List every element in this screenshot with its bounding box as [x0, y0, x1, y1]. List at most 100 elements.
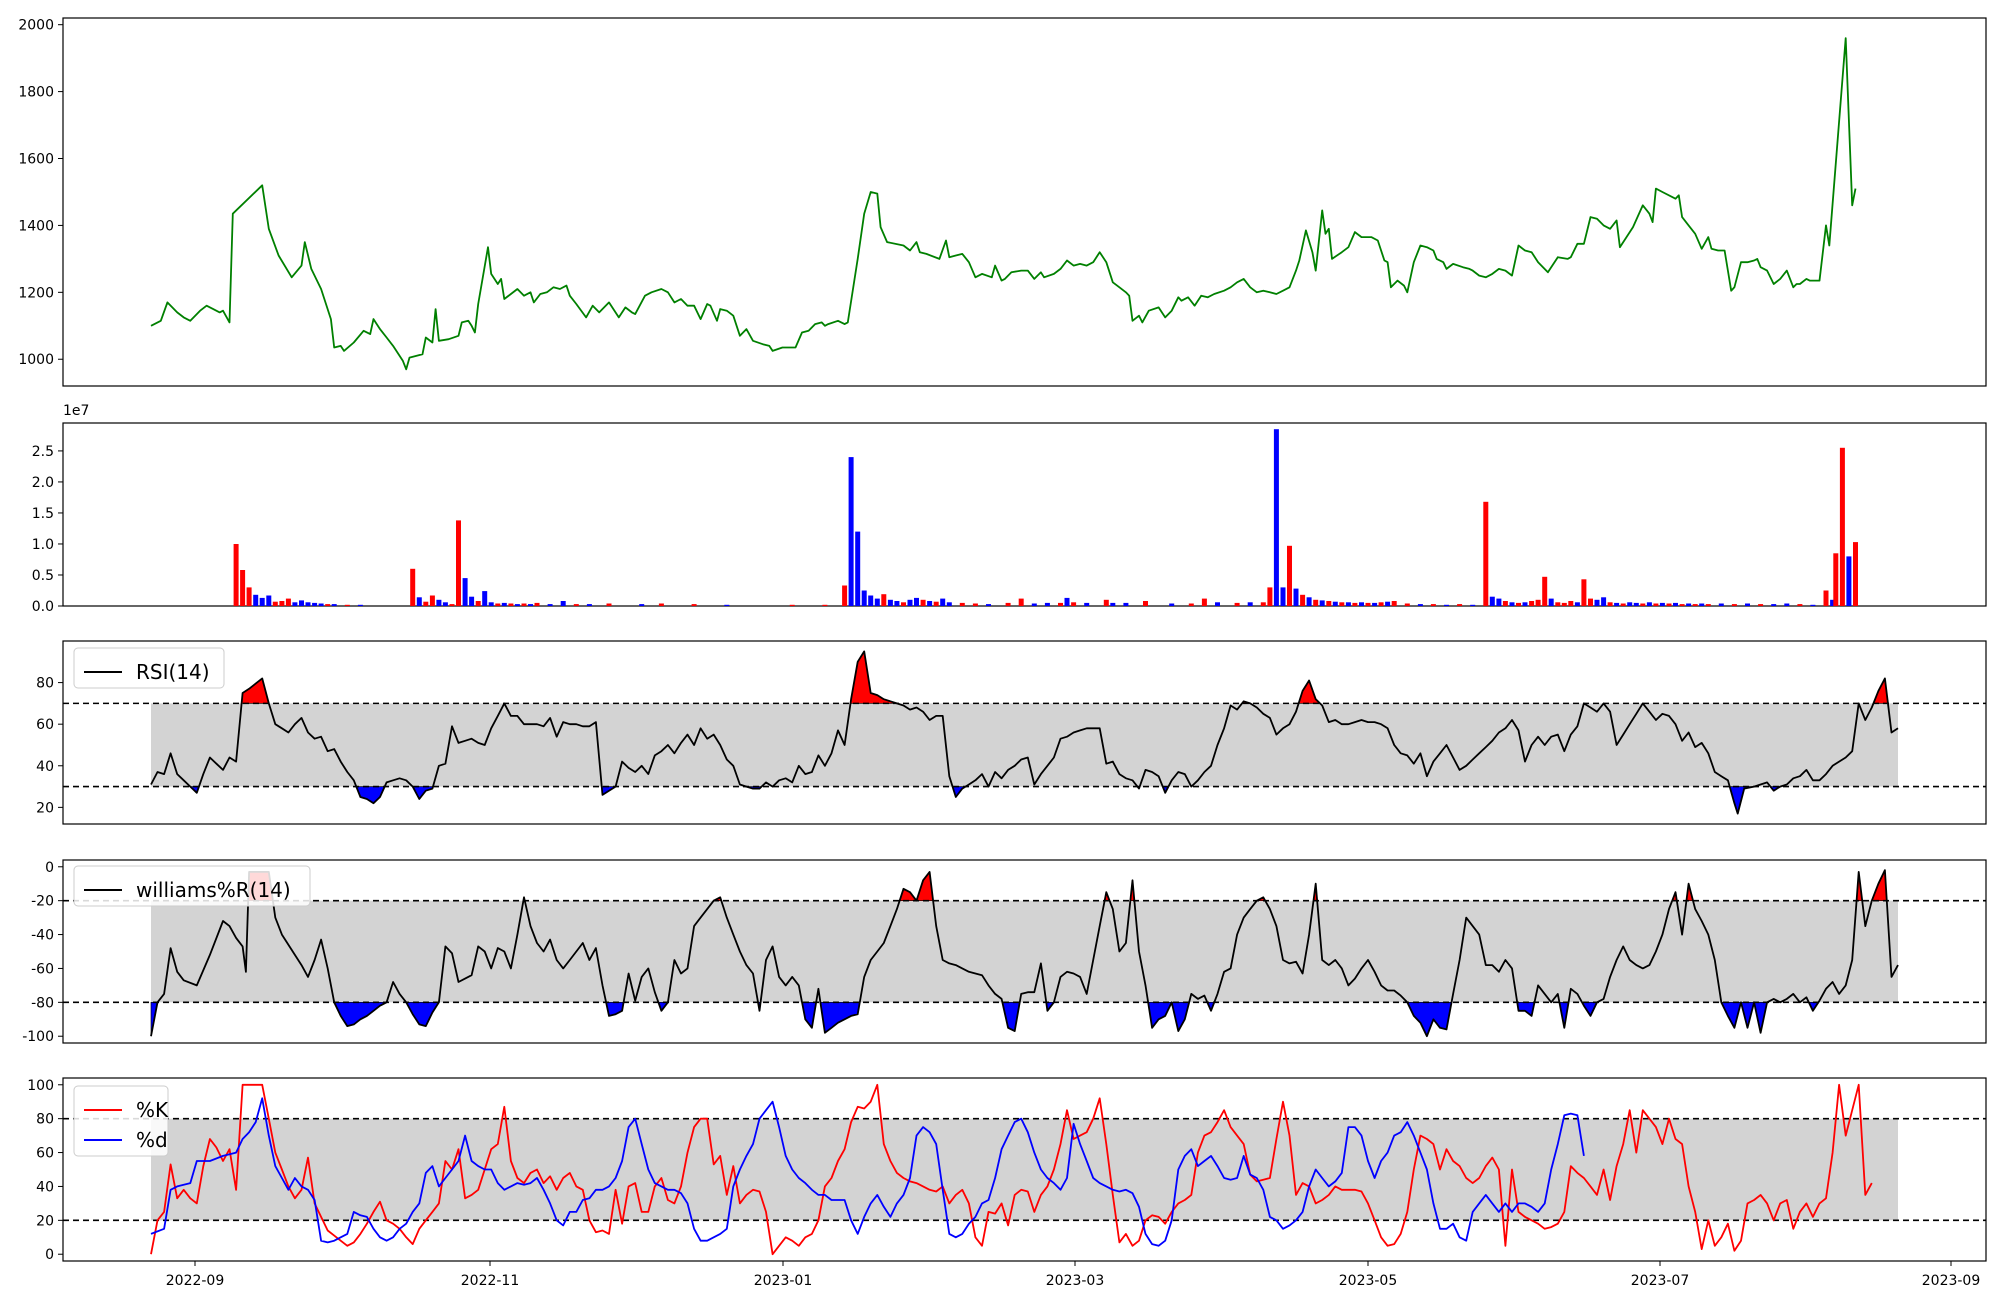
volume-bar — [972, 603, 978, 606]
volume-bar — [1005, 602, 1011, 606]
volume-bar — [1548, 598, 1554, 606]
volume-bar — [325, 604, 331, 606]
volume-bar — [842, 585, 848, 606]
volume-bar — [1031, 603, 1037, 606]
volume-bar — [1326, 601, 1332, 606]
volume-bar — [914, 597, 919, 606]
volume-bar — [1561, 602, 1567, 606]
volume-bar — [658, 603, 664, 606]
rsi-legend-box — [73, 647, 225, 689]
williams-band — [151, 900, 1898, 1003]
volume-bar — [1378, 602, 1384, 606]
volume-bar — [1522, 602, 1528, 606]
volume-bar — [894, 601, 900, 606]
volume-bar — [1332, 601, 1338, 606]
volume-bar — [1359, 602, 1364, 606]
volume-bar — [1339, 602, 1345, 606]
volume-bar — [1372, 602, 1378, 606]
volume-bar — [1234, 602, 1240, 606]
volume-bar — [1620, 603, 1626, 606]
rsi-legend: RSI(14) — [73, 647, 225, 689]
x-tick-label: 2023-07 — [1631, 1273, 1690, 1289]
williams-legend: williams%R(14) — [73, 865, 311, 907]
stochastic-legend-box — [73, 1085, 169, 1157]
volume-bar — [1143, 601, 1148, 606]
price-panel-frame — [62, 17, 1987, 387]
volume-bar — [423, 601, 429, 606]
volume-bar — [1633, 602, 1639, 606]
price-line — [150, 37, 1857, 371]
volume-bar — [1810, 604, 1816, 606]
volume-bar — [1018, 598, 1024, 606]
volume-bar — [312, 602, 318, 606]
volume-bar — [1516, 602, 1521, 606]
volume-bar — [449, 604, 455, 606]
volume-bar — [874, 598, 880, 606]
volume-bar — [344, 604, 350, 606]
stochastic-ytick-label: 20 — [36, 1213, 54, 1229]
volume-bar — [318, 603, 324, 606]
volume-bar — [1588, 598, 1593, 606]
williams-panel-frame — [62, 859, 1987, 1044]
volume-bar — [959, 602, 965, 606]
volume-bar — [1123, 602, 1129, 606]
volume-bar — [1385, 601, 1391, 606]
volume-bar — [1568, 601, 1574, 606]
volume-bar — [1758, 604, 1764, 606]
rsi-overbought-fill — [850, 650, 897, 704]
volume-bar — [1352, 602, 1358, 606]
volume-bar — [1659, 602, 1665, 606]
stochastic-k-line — [150, 1083, 1873, 1256]
rsi-ytick-label: 60 — [36, 717, 54, 733]
volume-bar — [1692, 604, 1698, 606]
volume-bar — [1846, 556, 1852, 606]
volume-bar — [475, 601, 481, 606]
volume-bar — [861, 590, 867, 606]
volume-bar — [488, 602, 494, 606]
volume-bar — [1064, 597, 1070, 606]
volume-bar — [986, 604, 991, 606]
volume-bar — [887, 599, 893, 606]
volume-bar — [1731, 604, 1737, 606]
volume-bar — [1823, 590, 1829, 606]
stochastic-ytick-label: 0 — [45, 1247, 54, 1263]
volume-bar — [946, 602, 952, 606]
volume-ytick-label: 0.5 — [32, 568, 54, 584]
volume-bar — [1646, 602, 1652, 606]
volume-bar — [1300, 594, 1306, 606]
volume-bar — [1784, 603, 1790, 606]
volume-bar — [1718, 603, 1724, 606]
williams-legend-label: williams%R(14) — [136, 878, 291, 902]
rsi-ytick-label: 80 — [36, 676, 54, 692]
rsi-line — [150, 650, 1899, 815]
williams-ytick-label: 0 — [45, 860, 54, 876]
volume-bar — [469, 596, 475, 606]
volume-bar — [259, 597, 265, 606]
x-tick-label: 2023-03 — [1046, 1273, 1105, 1289]
williams-ytick-label: -60 — [31, 961, 54, 977]
stochastic-ytick-label: 60 — [36, 1146, 54, 1162]
volume-bar — [1542, 576, 1548, 606]
volume-bar — [1188, 603, 1194, 606]
volume-bar — [789, 604, 795, 606]
volume-bar — [1444, 604, 1449, 606]
volume-ytick-label: 1.5 — [32, 506, 54, 522]
stochastic-legend: %K %d — [73, 1085, 169, 1157]
volume-bar — [1084, 602, 1090, 606]
volume-bar — [639, 604, 645, 606]
x-tick-label: 2023-09 — [1922, 1273, 1981, 1289]
price-ytick-label: 2000 — [18, 18, 54, 34]
rsi-legend-label: RSI(14) — [136, 660, 210, 684]
williams-ytick-label: -20 — [31, 894, 54, 910]
volume-bar — [442, 602, 448, 606]
volume-bar — [1169, 603, 1175, 606]
volume-bar — [547, 604, 553, 606]
rsi-ytick-label: 40 — [36, 759, 54, 775]
rsi-panel-frame — [62, 640, 1987, 825]
price-ytick-label: 1800 — [18, 85, 54, 101]
volume-bar — [1293, 588, 1299, 606]
volume-bar — [1509, 602, 1515, 606]
volume-bar — [331, 604, 337, 606]
volume-bar — [901, 602, 906, 606]
volume-bar — [279, 601, 285, 606]
